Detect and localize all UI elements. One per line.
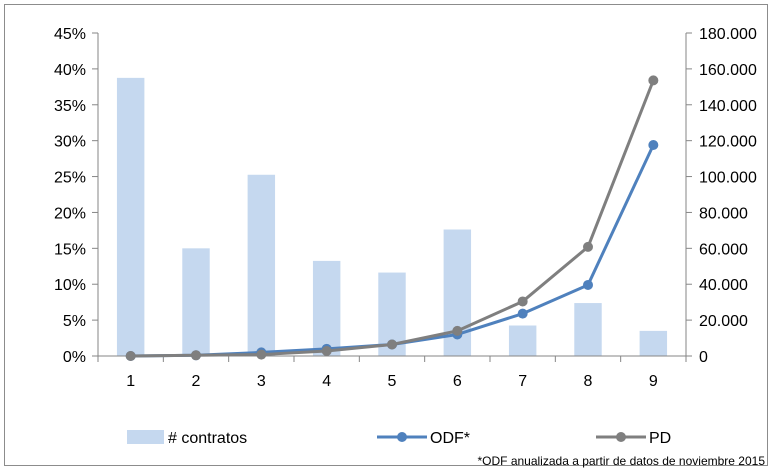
- x-tick-label: 2: [192, 373, 201, 390]
- point-pd-5: [387, 339, 397, 350]
- y-right-tick-label: 120.000: [699, 134, 757, 151]
- legend-label-contratos: # contratos: [168, 430, 247, 447]
- x-tick-label: 6: [453, 373, 462, 390]
- point-odf-9: [648, 139, 659, 150]
- y-left-tick-label: 10%: [54, 277, 86, 294]
- y-right-tick-label: 40.000: [699, 277, 748, 294]
- bar-contratos-2: [182, 248, 210, 356]
- x-tick-label: 4: [322, 373, 331, 390]
- legend: # contratos ODF* PD: [127, 430, 671, 447]
- bar-contratos-4: [312, 260, 341, 356]
- y-left-tick-label: 0%: [63, 349, 86, 366]
- x-tick-label: 1: [126, 373, 135, 390]
- point-pd-8: [583, 241, 593, 252]
- y-right-tick-label: 160.000: [699, 62, 757, 79]
- bar-contratos-1: [116, 77, 145, 356]
- y-left-tick-label: 45%: [54, 26, 86, 43]
- bar-contratos-3: [247, 174, 276, 356]
- legend-swatch-odf-marker: [397, 432, 407, 442]
- y-left-tick-label: 30%: [54, 134, 86, 151]
- y-right-tick-label: 180.000: [699, 26, 757, 43]
- y-left-tick-label: 25%: [54, 170, 86, 187]
- bars-layer: [116, 77, 668, 356]
- y-left-tick-label: 20%: [54, 205, 86, 222]
- lines-layer: [125, 75, 659, 361]
- x-tick-label: 8: [584, 373, 593, 390]
- y-left-tick-label: 15%: [54, 241, 86, 258]
- y-left-tick-label: 35%: [54, 98, 86, 115]
- chart-footnote: *ODF anualizada a partir de datos de nov…: [477, 454, 765, 468]
- y-right-tick-label: 80.000: [699, 205, 748, 222]
- legend-label-pd: PD: [649, 430, 671, 447]
- legend-label-odf: ODF*: [430, 430, 470, 447]
- x-tick-label: 7: [518, 373, 527, 390]
- point-odf-7: [517, 308, 528, 319]
- y-right-tick-label: 20.000: [699, 313, 748, 330]
- bar-contratos-8: [574, 303, 602, 356]
- x-tick-label: 3: [257, 373, 266, 390]
- x-tick-label: 5: [388, 373, 397, 390]
- legend-swatch-contratos: [127, 430, 164, 444]
- point-pd-9: [648, 75, 659, 86]
- point-pd-7: [517, 296, 528, 307]
- point-pd-2: [191, 350, 201, 361]
- y-right-tick-label: 100.000: [699, 170, 757, 187]
- point-pd-4: [321, 345, 332, 356]
- legend-swatch-pd-marker: [616, 432, 626, 442]
- x-tick-label: 9: [649, 373, 658, 390]
- point-pd-1: [125, 351, 136, 361]
- y-left-tick-label: 40%: [54, 62, 86, 79]
- bar-contratos-9: [639, 330, 668, 356]
- y-left-tick-label: 5%: [63, 313, 86, 330]
- point-odf-8: [583, 279, 593, 290]
- bar-contratos-7: [508, 325, 537, 356]
- point-pd-3: [256, 349, 267, 360]
- y-right-tick-label: 140.000: [699, 98, 757, 115]
- point-pd-6: [452, 325, 463, 336]
- y-right-tick-label: 0: [699, 349, 708, 366]
- y-right-tick-label: 60.000: [699, 241, 748, 258]
